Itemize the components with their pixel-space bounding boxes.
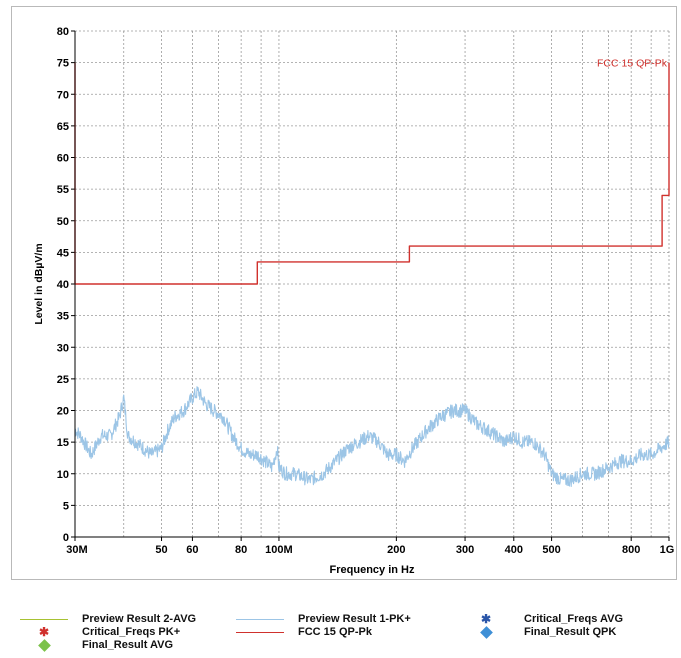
series-group xyxy=(74,62,670,488)
legend-diamond-swatch xyxy=(20,638,68,652)
x-tick-label: 800 xyxy=(622,544,640,556)
x-tick-label: 400 xyxy=(505,544,523,556)
y-tick-label: 75 xyxy=(57,58,69,70)
legend-label: Preview Result 1-PK+ xyxy=(298,613,411,625)
y-tick-label: 25 xyxy=(57,374,69,386)
legend-entry: Preview Result 2-AVG xyxy=(20,613,196,625)
series-preview-result-1-pk- xyxy=(74,386,670,488)
y-tick-label: 80 xyxy=(57,26,69,38)
legend-entry: Preview Result 1-PK+ xyxy=(236,613,411,625)
x-tick-label: 80 xyxy=(235,544,247,556)
legend-entry: Final_Result AVG xyxy=(20,638,174,652)
y-tick-label: 40 xyxy=(57,279,69,291)
legend-diamond-swatch xyxy=(462,625,510,639)
x-tick-label: 30M xyxy=(66,544,87,556)
legend-label: Preview Result 2-AVG xyxy=(82,613,197,625)
y-axis-label: Level in dBµV/m xyxy=(33,243,45,324)
x-tick-label: 1G xyxy=(660,544,675,556)
legend-star-icon: ✱ xyxy=(38,625,50,639)
x-tick-label: 60 xyxy=(186,544,198,556)
legend-entry: FCC 15 QP-Pk xyxy=(236,626,372,638)
x-tick-label: 500 xyxy=(542,544,560,556)
emission-chart: 0 5 10 15 20 25 30 35 40 45 50 55 60 65 70 75 80 30M 50 60… xyxy=(33,26,674,576)
y-tick-label: 35 xyxy=(57,311,69,323)
legend-entry: ✱ Critical_Freqs AVG xyxy=(462,612,624,626)
y-tick-label: 70 xyxy=(57,89,69,101)
chart-frame: 0 5 10 15 20 25 30 35 40 45 50 55 60 65 70 75 80 30M 50 60… xyxy=(11,6,677,580)
legend-diamond-icon xyxy=(37,638,51,652)
y-tick-label: 50 xyxy=(57,216,69,228)
y-tick-label: 45 xyxy=(57,247,69,259)
legend-label: Final_Result QPK xyxy=(524,626,617,638)
x-axis-label: Frequency in Hz xyxy=(330,564,415,576)
y-tick-label: 0 xyxy=(63,532,69,544)
y-tick-label: 10 xyxy=(57,469,69,481)
x-tick-label: 300 xyxy=(456,544,474,556)
series-fcc-15-qp-pk xyxy=(74,62,670,285)
y-axis-ticks: 0 5 10 15 20 25 30 35 40 45 50 55 60 65 70 75 80 xyxy=(57,26,75,544)
y-tick-label: 20 xyxy=(57,406,69,418)
legend-diamond-icon xyxy=(479,625,493,639)
x-axis-ticks: 30M 50 60 80 100M 200 300 400 500 800 1G xyxy=(66,537,674,556)
legend-entry: ✱ Critical_Freqs PK+ xyxy=(20,625,181,639)
legend-line-swatch xyxy=(236,631,284,633)
limit-line-annotation: FCC 15 QP-Pk xyxy=(597,58,668,70)
x-tick-label: 200 xyxy=(387,544,405,556)
legend-label: Critical_Freqs AVG xyxy=(524,613,624,625)
x-tick-label: 50 xyxy=(155,544,167,556)
y-tick-label: 5 xyxy=(63,500,69,512)
legend-entry: Final_Result QPK xyxy=(462,625,617,639)
legend-line-swatch xyxy=(20,618,68,620)
legend-label: FCC 15 QP-Pk xyxy=(298,626,372,638)
legend-label: Final_Result AVG xyxy=(82,639,174,651)
x-tick-label: 100M xyxy=(265,544,293,556)
legend-label: Critical_Freqs PK+ xyxy=(82,626,181,638)
y-tick-label: 55 xyxy=(57,184,69,196)
y-tick-label: 30 xyxy=(57,342,69,354)
y-tick-label: 65 xyxy=(57,121,69,133)
legend-line-swatch xyxy=(236,618,284,620)
y-tick-label: 60 xyxy=(57,153,69,165)
y-tick-label: 15 xyxy=(57,437,69,449)
legend-star-icon: ✱ xyxy=(480,612,492,626)
